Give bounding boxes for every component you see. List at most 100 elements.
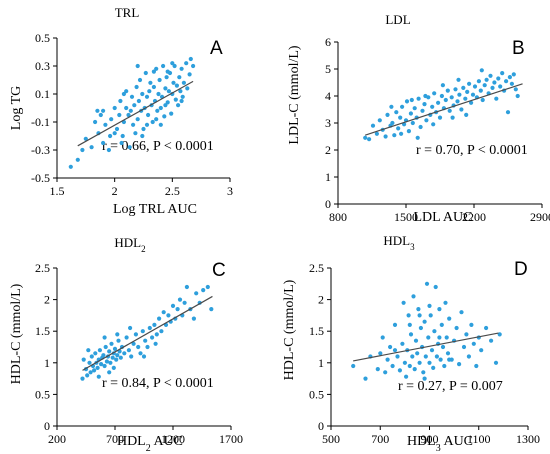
panel-a-data-point: [158, 105, 163, 111]
panel-c-x-tick-label: 1700: [219, 432, 243, 446]
panel-a-data-point: [119, 140, 124, 146]
panel-a-data-point: [187, 72, 192, 77]
panel-a-data-point: [179, 98, 184, 104]
panel-a-data-point: [143, 70, 148, 76]
panel-b-data-point: [456, 77, 461, 82]
panel-c-data-point: [184, 284, 189, 290]
panel-d-x-tick-label: 900: [421, 432, 439, 446]
panel-c-data-point: [152, 322, 157, 327]
panel-c-data-point: [143, 338, 148, 343]
panel-b-data-point: [455, 99, 460, 104]
panel-d-data-point: [351, 363, 356, 369]
panel-c-data-point: [96, 374, 101, 379]
panel-d-data-point: [416, 307, 421, 312]
panel-b-data-point: [408, 111, 413, 116]
panel-d-data-point: [401, 300, 406, 305]
panel-d-data-point: [428, 313, 433, 318]
panel-c-data-point: [133, 332, 138, 337]
panel-d-data-point: [440, 344, 446, 350]
panel-b-y-tick-label: 4: [325, 89, 331, 103]
panel-a-data-point: [165, 100, 170, 105]
panel-d-title: HDL3: [383, 233, 415, 252]
panel-c-data-point: [153, 341, 158, 346]
panel-a-data-point: [188, 56, 193, 62]
panel-b-data-point: [498, 84, 503, 89]
panel-d-data-point: [489, 338, 494, 343]
panel-d-data-point: [434, 354, 439, 359]
panel-b-data-point: [385, 112, 390, 117]
panel-c-data-point: [104, 359, 109, 364]
panel-c-stat-text: r = 0.84, P < 0.0001: [102, 376, 214, 391]
panel-d-data-point: [415, 351, 420, 356]
panel-d-data-point: [413, 338, 419, 343]
panel-d-x-tick-label: 1100: [467, 432, 491, 446]
panel-c-data-point: [205, 284, 210, 290]
panel-b-data-point: [409, 97, 414, 103]
panel-c-y-tick-label: 2.5: [35, 261, 50, 275]
panel-c-y-tick-label: 2: [44, 293, 50, 307]
panel-c-x-tick-label: 700: [106, 432, 124, 446]
panel-b-data-point: [437, 115, 443, 120]
panel-b-data-point: [496, 76, 501, 81]
panel-b-data-point: [400, 104, 405, 109]
panel-c-data-point: [147, 325, 152, 331]
panel-a-data-point: [131, 122, 136, 127]
panel-a-data-point: [176, 103, 181, 108]
panel-b-data-point: [406, 129, 411, 134]
panel-b-data-point: [390, 120, 395, 126]
panel-a-data-point: [144, 94, 150, 99]
panel-a-data-point: [124, 89, 129, 94]
panel-a-y-tick-label: -0.5: [31, 171, 50, 185]
panel-d-data-point: [426, 335, 431, 340]
panel-a-data-point: [136, 98, 141, 104]
panel-b-data-point: [492, 80, 497, 85]
panel-b-data-point: [418, 124, 423, 130]
panel-a-data-point: [163, 86, 168, 91]
panel-a-data-point: [155, 108, 160, 113]
panel-d-y-tick-label: 0.5: [309, 387, 324, 401]
panel-b-y-tick-label: 0: [325, 197, 331, 211]
panel-c-data-point: [87, 360, 92, 365]
panel-b-trend-line: [365, 83, 523, 136]
panel-c-data-point: [194, 291, 199, 296]
panel-a-data-point: [144, 122, 150, 127]
panel-c-data-point: [111, 365, 116, 370]
panel-a-data-point: [171, 80, 176, 85]
panel-d-data-point: [411, 294, 416, 299]
panel-d-data-point: [402, 360, 407, 365]
panel-d-data-point: [437, 307, 442, 312]
panel-d-data-point: [427, 360, 432, 365]
panel-c-data-point: [85, 373, 90, 378]
panel-a-data-point: [146, 112, 151, 118]
panel-c-data-point: [109, 341, 114, 346]
panel-d-y-axis-label: HDL-C (mmol/L): [282, 279, 297, 380]
panel-a-x-tick-label: 3: [227, 184, 233, 198]
panel-b-stat-text: r = 0.70, P < 0.0001: [416, 143, 528, 158]
panel-d-y-tick-label: 1.5: [309, 324, 324, 338]
panel-c-data-point: [175, 307, 180, 312]
panel-a-data-point: [112, 131, 117, 136]
panel-b-data-point: [412, 106, 417, 111]
panel-d-data-point: [423, 354, 428, 359]
panel-b-data-point: [457, 92, 462, 97]
panel-c-y-tick-label: 0.5: [35, 387, 50, 401]
panel-b-y-tick-label: 3: [325, 116, 331, 130]
panel-c-data-point: [110, 355, 115, 360]
panel-c-data-point: [124, 335, 129, 340]
panel-c-data-point: [97, 348, 102, 353]
panel-a-data-point: [162, 114, 167, 119]
panel-d-data-point: [447, 357, 452, 362]
panel-b-data-point: [416, 96, 421, 101]
panel-b-data-point: [480, 97, 485, 103]
panel-c-data-point: [141, 354, 147, 359]
panel-b-data-point: [370, 123, 376, 128]
panel-c-data-point: [129, 354, 134, 359]
panel-c-y-tick-label: 0: [44, 419, 50, 433]
panel-c-data-point: [81, 357, 86, 362]
panel-a-data-point: [127, 145, 132, 150]
panel-d-y-tick-label: 2: [318, 293, 324, 307]
panel-a-data-point: [128, 108, 133, 113]
panel-c-data-point: [103, 344, 108, 350]
panel-b-data-point: [374, 131, 379, 136]
panel-d-data-point: [474, 363, 479, 369]
